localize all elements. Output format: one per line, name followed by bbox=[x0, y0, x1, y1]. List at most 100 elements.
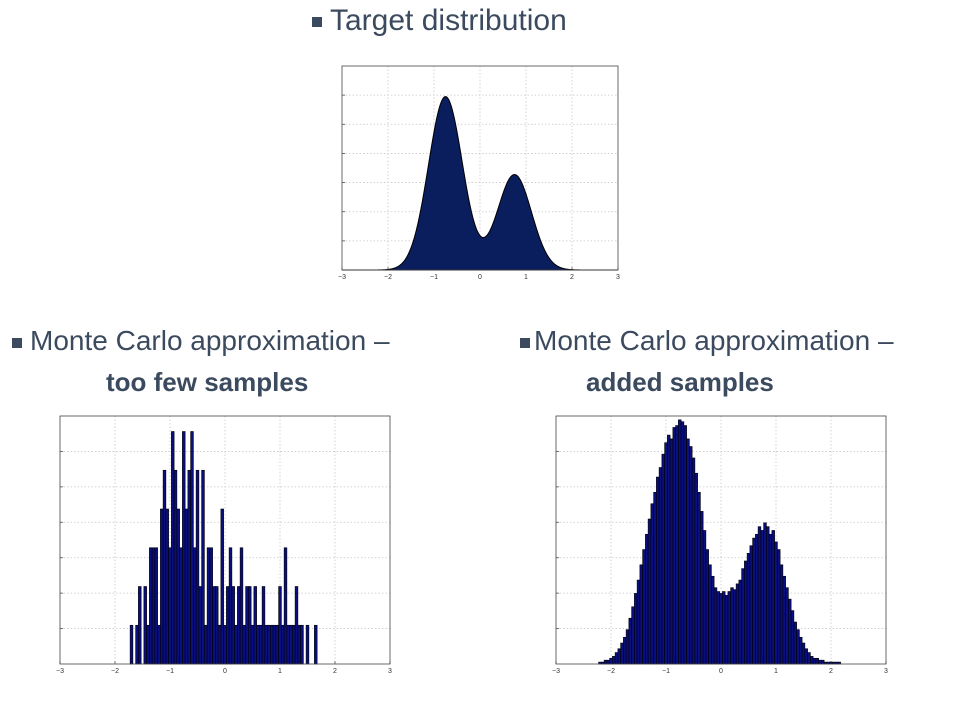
histogram-bar bbox=[198, 586, 202, 665]
histogram-bar bbox=[286, 624, 290, 665]
histogram-bar bbox=[647, 518, 652, 665]
histogram-bar bbox=[766, 526, 770, 665]
right-caption-line2: added samples bbox=[586, 367, 774, 397]
histogram-bar bbox=[667, 434, 671, 665]
histogram-bar bbox=[752, 537, 756, 665]
histogram-bar bbox=[603, 659, 608, 665]
histogram-bar bbox=[223, 624, 227, 665]
x-tick-label: 2 bbox=[333, 668, 337, 675]
plot-border bbox=[341, 65, 619, 271]
histogram-bar bbox=[691, 457, 696, 665]
histogram-bar bbox=[749, 545, 753, 665]
histogram-bar bbox=[645, 533, 649, 665]
histogram-bar bbox=[256, 624, 260, 665]
histogram-bar bbox=[716, 591, 720, 665]
target-distribution-chart: −3 −2 −1 0 1 2 3 bbox=[338, 65, 620, 281]
histogram-bar bbox=[281, 624, 285, 665]
histogram-bar bbox=[149, 547, 153, 665]
added-samples-histogram: −3 −2 −1 0 1 2 3 bbox=[552, 415, 888, 675]
histogram-bar bbox=[636, 579, 641, 665]
histogram-bar bbox=[253, 586, 257, 665]
histogram-bar bbox=[675, 425, 679, 665]
histogram-bar bbox=[815, 657, 819, 665]
histogram-bar bbox=[248, 586, 252, 665]
x-tick-label: −1 bbox=[430, 274, 438, 281]
histogram-bar bbox=[694, 472, 698, 665]
histogram-bar bbox=[763, 522, 767, 665]
histogram-bar bbox=[154, 547, 158, 665]
histogram-bar bbox=[609, 657, 613, 665]
histogram-bar bbox=[744, 560, 748, 665]
histogram-bar bbox=[289, 624, 293, 665]
x-tick-label: 3 bbox=[388, 668, 392, 675]
histogram-bar bbox=[661, 453, 665, 665]
histogram-bar bbox=[705, 549, 709, 665]
histogram-bar bbox=[700, 511, 704, 665]
right-caption-line1: Monte Carlo approximation – bbox=[520, 325, 894, 357]
histogram-bar bbox=[267, 624, 271, 665]
title-heading: Target distribution bbox=[312, 4, 567, 38]
histogram-bar bbox=[738, 579, 742, 665]
histogram-bar bbox=[270, 624, 274, 665]
histogram-bar bbox=[634, 593, 638, 665]
histogram-bar bbox=[234, 624, 238, 665]
histogram-bar bbox=[733, 589, 737, 665]
histogram-bar bbox=[206, 547, 211, 665]
left-caption-line1: Monte Carlo approximation – bbox=[12, 325, 390, 357]
histogram-bar bbox=[650, 503, 654, 665]
histogram-bar bbox=[217, 624, 222, 665]
histogram-bar bbox=[220, 508, 224, 665]
histogram-bar bbox=[135, 624, 139, 665]
x-tick-label: 2 bbox=[829, 668, 833, 675]
histogram-bar bbox=[658, 467, 663, 665]
x-tick-label: 0 bbox=[478, 274, 482, 281]
histogram-bar bbox=[653, 492, 657, 665]
histogram-bar bbox=[680, 421, 685, 665]
histogram-bar bbox=[727, 591, 731, 665]
histogram-bar bbox=[779, 564, 784, 665]
histogram-bar bbox=[730, 587, 734, 665]
histogram-bar bbox=[771, 530, 775, 665]
x-tick-label: 3 bbox=[884, 668, 888, 675]
histogram-bar bbox=[165, 508, 169, 665]
histogram-bar bbox=[804, 648, 808, 665]
histogram-bar bbox=[760, 530, 764, 665]
x-tick-label: 3 bbox=[616, 274, 620, 281]
bullet-icon bbox=[12, 337, 22, 348]
histogram-bar bbox=[242, 624, 246, 665]
x-tick-label: −3 bbox=[56, 668, 64, 675]
histogram-bar bbox=[283, 547, 288, 665]
histogram-bar bbox=[782, 575, 786, 665]
histogram-bar bbox=[193, 547, 197, 665]
x-tick-label: 1 bbox=[524, 274, 528, 281]
histogram-bar bbox=[184, 508, 189, 665]
histogram-bar bbox=[818, 659, 822, 665]
histogram-bar bbox=[305, 624, 310, 665]
histogram-bar bbox=[689, 446, 693, 665]
histogram-bar bbox=[625, 629, 630, 665]
histogram-bar bbox=[606, 659, 610, 665]
histogram-bar bbox=[683, 425, 687, 665]
histogram-bar bbox=[209, 547, 213, 665]
histogram-bar bbox=[171, 431, 175, 665]
histogram-bar bbox=[245, 586, 249, 665]
histogram-bar bbox=[201, 469, 205, 665]
histogram-bar bbox=[237, 586, 241, 665]
histogram-bar bbox=[799, 636, 803, 665]
histogram-bar bbox=[741, 568, 745, 665]
histogram-bar bbox=[179, 547, 183, 665]
histogram-bar bbox=[264, 624, 268, 665]
histogram-bar bbox=[810, 656, 814, 665]
histogram-bar bbox=[187, 469, 191, 665]
histogram-bar bbox=[719, 593, 723, 665]
histogram-bar bbox=[812, 657, 817, 665]
histogram-bar bbox=[226, 586, 230, 665]
histogram-bar bbox=[669, 438, 674, 665]
histogram-bar bbox=[617, 648, 621, 665]
bullet-icon bbox=[520, 337, 530, 348]
histogram-bar bbox=[138, 586, 142, 665]
x-tick-label: 0 bbox=[719, 668, 723, 675]
histogram-bar bbox=[239, 547, 244, 665]
histogram-bar bbox=[807, 652, 811, 665]
histogram-bar bbox=[204, 624, 208, 665]
